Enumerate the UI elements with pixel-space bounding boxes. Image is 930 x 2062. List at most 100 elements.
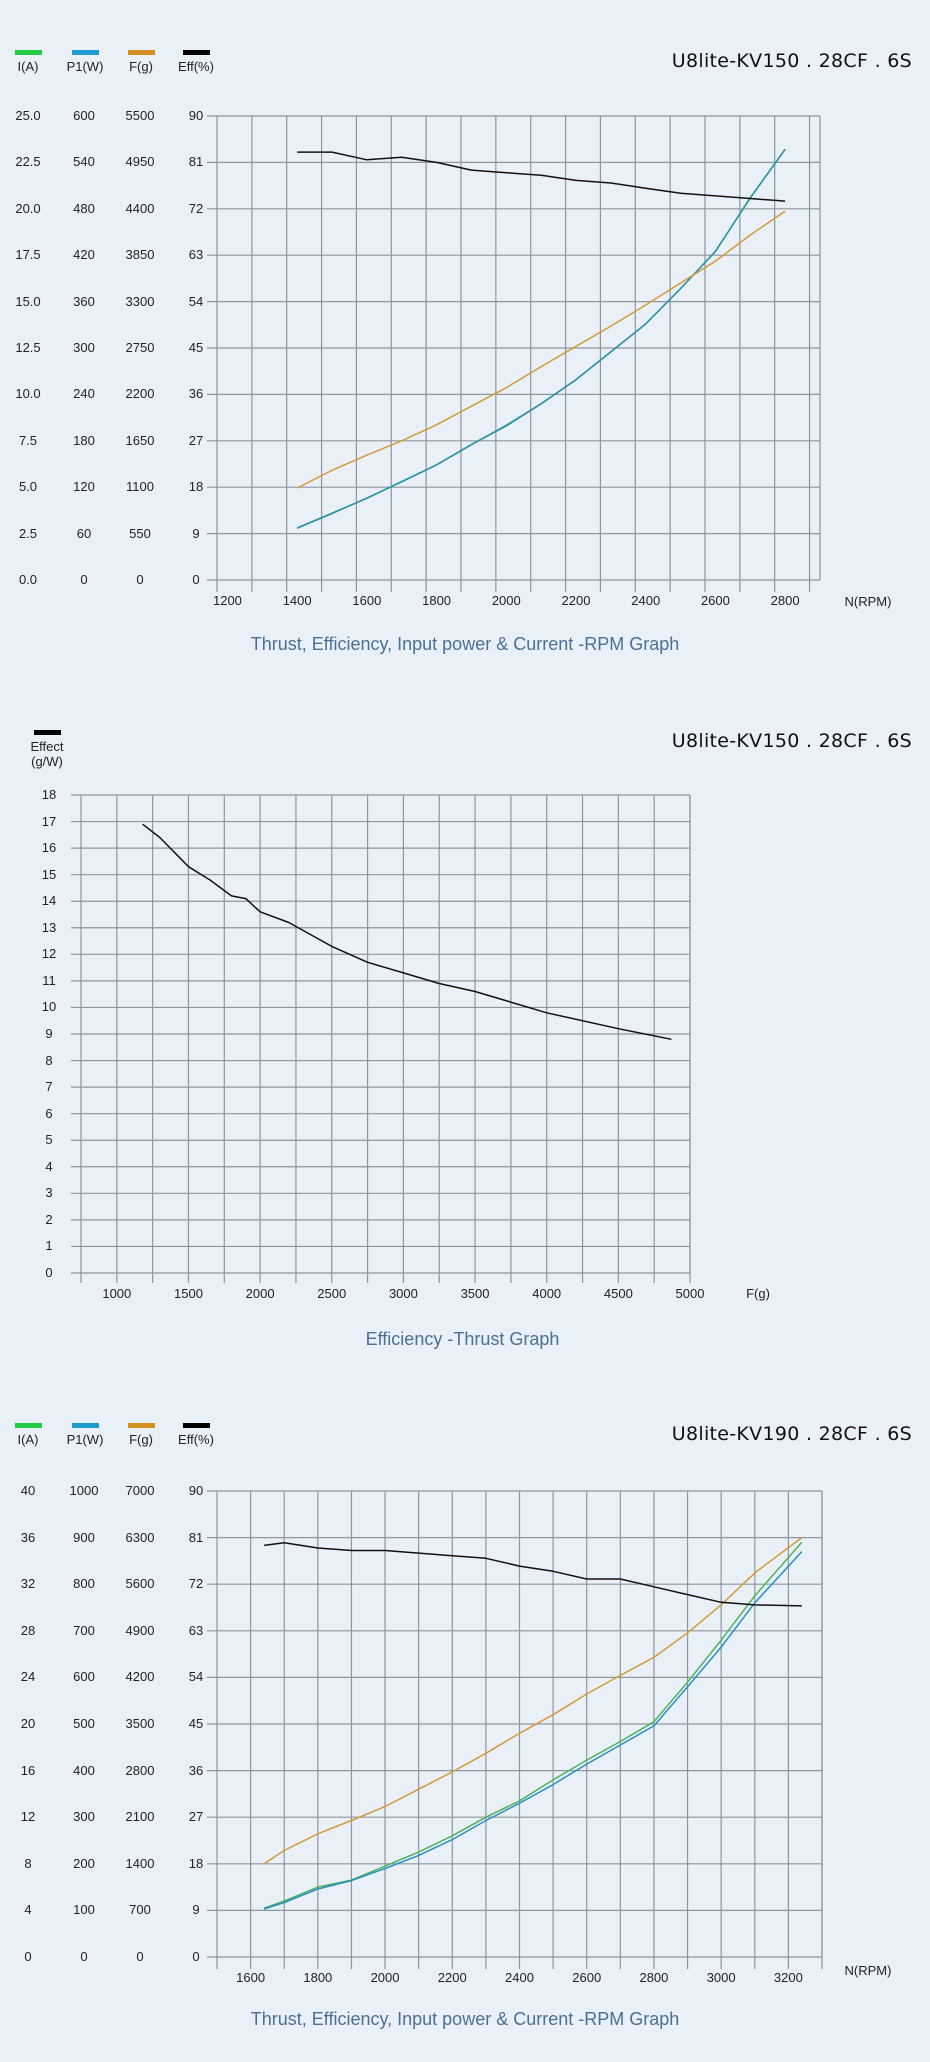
y-tick-current: 7.5 [18, 432, 38, 448]
y-tick: 11 [42, 972, 56, 988]
y-tick-power: 700 [73, 1622, 95, 1638]
legend-efficiency: Eff(%) [172, 50, 220, 74]
x-axis-title: F(g) [746, 1286, 770, 1301]
legend-swatch-black [182, 1423, 210, 1428]
y-tick-current: 40 [20, 1483, 36, 1498]
x-tick: 2200 [561, 593, 591, 608]
x-tick: 2400 [505, 1970, 534, 1985]
y-tick-thrust: 5600 [125, 1576, 155, 1592]
y-tick-power: 400 [73, 1762, 95, 1778]
y-tick: 16 [41, 840, 57, 856]
y-tick: 15 [41, 866, 57, 882]
y-tick-thrust: 1400 [125, 1855, 155, 1871]
x-tick: 3000 [706, 1970, 736, 1985]
legend-efficiency: Eff(%) [172, 1423, 220, 1447]
y-tick-eff: 27 [188, 1809, 204, 1825]
y-tick-thrust: 700 [129, 1902, 151, 1918]
y-tick-thrust: 7000 [125, 1483, 155, 1498]
thrust-line [296, 210, 786, 489]
y-tick-eff: 81 [188, 1529, 204, 1545]
y-tick-current: 24 [20, 1669, 36, 1685]
y-tick-power: 500 [73, 1716, 95, 1731]
y-tick-thrust: 550 [129, 525, 151, 541]
y-tick: 9 [45, 1026, 53, 1041]
y-tick: 14 [41, 893, 57, 909]
y-tick-thrust: 3500 [125, 1716, 155, 1731]
x-tick: 2500 [317, 1286, 347, 1301]
legend-thrust: F(g) [124, 1423, 158, 1447]
x-tick: 1500 [174, 1286, 203, 1301]
y-tick-current: 28 [20, 1622, 36, 1638]
y-tick-eff: 0 [192, 1949, 200, 1964]
legend-effect: Effect (g/W) [22, 730, 72, 769]
legend-power: P1(W) [62, 50, 108, 74]
y-tick-eff: 45 [188, 340, 204, 355]
y-tick-thrust: 0 [136, 1949, 144, 1964]
x-tick: 2600 [572, 1970, 602, 1985]
legend-swatch-orange [127, 50, 155, 55]
y-tick-eff: 54 [188, 293, 204, 309]
legend-swatch-blue [71, 50, 99, 55]
y-tick-current: 10.0 [15, 386, 41, 402]
y-tick-power: 480 [73, 200, 95, 216]
y-tick-power: 0 [80, 572, 88, 587]
y-tick-eff: 36 [188, 1762, 204, 1778]
y-tick-thrust: 4400 [125, 200, 155, 216]
y-tick: 4 [45, 1158, 53, 1174]
x-tick: 1000 [102, 1286, 132, 1301]
y-tick-thrust: 2800 [125, 1762, 155, 1778]
x-tick: 3500 [460, 1286, 490, 1301]
y-tick-power: 800 [73, 1576, 95, 1592]
y-tick-power: 240 [73, 386, 95, 402]
y-tick-eff: 81 [188, 154, 204, 170]
x-tick: 4500 [603, 1286, 633, 1301]
legend-current: I(A) [12, 50, 44, 74]
x-tick: 2000 [370, 1970, 400, 1985]
y-tick-thrust: 4900 [125, 1622, 155, 1638]
legend-current: I(A) [12, 1423, 44, 1447]
y-tick: 13 [41, 919, 57, 935]
power-line [296, 148, 786, 529]
y-tick-current: 32 [20, 1576, 36, 1592]
y-tick-eff: 63 [188, 1622, 204, 1638]
y-tick-power: 300 [73, 1809, 95, 1825]
y-tick-thrust: 2100 [125, 1809, 155, 1825]
y-tick: 8 [45, 1052, 53, 1068]
y-tick-current: 12.5 [15, 340, 41, 355]
y-tick-eff: 18 [188, 1855, 204, 1871]
y-tick-current: 0.0 [18, 572, 38, 587]
x-tick: 5000 [675, 1286, 705, 1301]
y-tick-eff: 54 [188, 1669, 204, 1685]
y-tick-thrust: 5500 [125, 108, 155, 123]
y-tick-current: 22.5 [15, 154, 41, 170]
x-tick: 2600 [700, 593, 730, 608]
y-tick-power: 1000 [69, 1483, 99, 1498]
y-tick-power: 120 [73, 479, 95, 495]
x-tick: 2000 [491, 593, 521, 608]
plot-area [71, 794, 691, 1283]
x-tick: 1200 [212, 593, 242, 608]
x-axis-title: N(RPM) [844, 594, 892, 609]
y-tick: 10 [41, 999, 57, 1015]
chart-panel-1: I(A) P1(W) F(g) Eff(%) U8lite-KV150 . 28… [0, 0, 930, 690]
y-tick: 3 [45, 1185, 53, 1201]
chart-caption: Thrust, Efficiency, Input power & Curren… [250, 2009, 680, 2029]
y-tick-thrust: 1100 [126, 479, 154, 495]
y-tick-current: 17.5 [15, 247, 41, 263]
power-line [263, 1551, 803, 1910]
y-tick: 5 [45, 1132, 53, 1148]
y-tick: 12 [41, 946, 57, 962]
y-tick-eff: 9 [192, 525, 200, 541]
y-tick-current: 2.5 [18, 525, 38, 541]
y-tick-eff: 72 [188, 1576, 204, 1592]
y-tick-power: 180 [73, 432, 95, 448]
legend-swatch-orange [127, 1423, 155, 1428]
y-tick-power: 60 [76, 525, 92, 541]
x-tick: 2800 [770, 593, 800, 608]
y-tick-eff: 9 [192, 1902, 200, 1918]
y-tick: 0 [45, 1265, 53, 1280]
y-tick-eff: 90 [188, 1483, 204, 1498]
legend-swatch-black [33, 730, 61, 735]
x-tick: 1800 [422, 593, 452, 608]
legend-swatch-blue [71, 1423, 99, 1428]
